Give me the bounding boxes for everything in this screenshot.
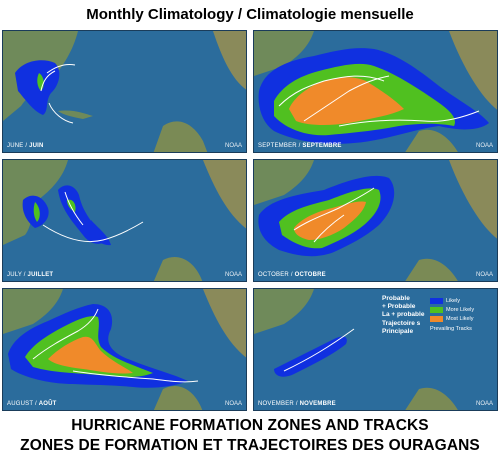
credit-label: NOAA [475,143,493,149]
legend-item-tracks: Prevailing Tracks [430,326,472,332]
legend: Probable + Probable La + probable Trajec… [382,295,497,345]
panel-label-october: OCTOBER / OCTOBRE [258,272,326,278]
map-panel-october: OCTOBER / OCTOBRE NOAA [253,159,498,282]
panel-label-september: SEPTEMBER / SEPTEMBRE [258,143,342,149]
legend-item-most-likely: Most Likely [430,315,474,323]
panel-label-june: JUNE / JUIN [7,143,44,149]
map-panel-july: JULY / JUILLET NOAA [2,159,247,282]
legend-item-more-likely: More Likely [430,306,474,314]
map-november [254,289,458,410]
footer-title-fr: ZONES DE FORMATION ET TRAJECTOIRES DES O… [20,437,480,454]
map-panel-november: Probable + Probable La + probable Trajec… [253,288,498,411]
panel-label-july: JULY / JUILLET [7,272,54,278]
credit-label: NOAA [224,143,242,149]
credit-label: NOAA [475,272,493,278]
credit-label: NOAA [224,272,242,278]
legend-text: Probable + Probable La + probable Trajec… [382,295,425,335]
footer-title-en: HURRICANE FORMATION ZONES AND TRACKS [71,417,429,434]
legend-item-likely: Likely [430,297,460,305]
map-panel-june: JUNE / JUIN NOAA [2,30,247,153]
map-october [254,160,497,281]
map-july [3,160,246,281]
map-september [254,31,497,152]
panel-label-august: AUGUST / AOÛT [7,401,57,407]
map-august [3,289,246,410]
map-panel-august: AUGUST / AOÛT NOAA [2,288,247,411]
credit-label: NOAA [475,401,493,407]
map-june [3,31,246,152]
map-panel-september: SEPTEMBER / SEPTEMBRE NOAA [253,30,498,153]
credit-label: NOAA [224,401,242,407]
page-title: Monthly Climatology / Climatologie mensu… [86,6,414,23]
panel-label-november: NOVEMBER / NOVEMBRE [258,401,336,407]
